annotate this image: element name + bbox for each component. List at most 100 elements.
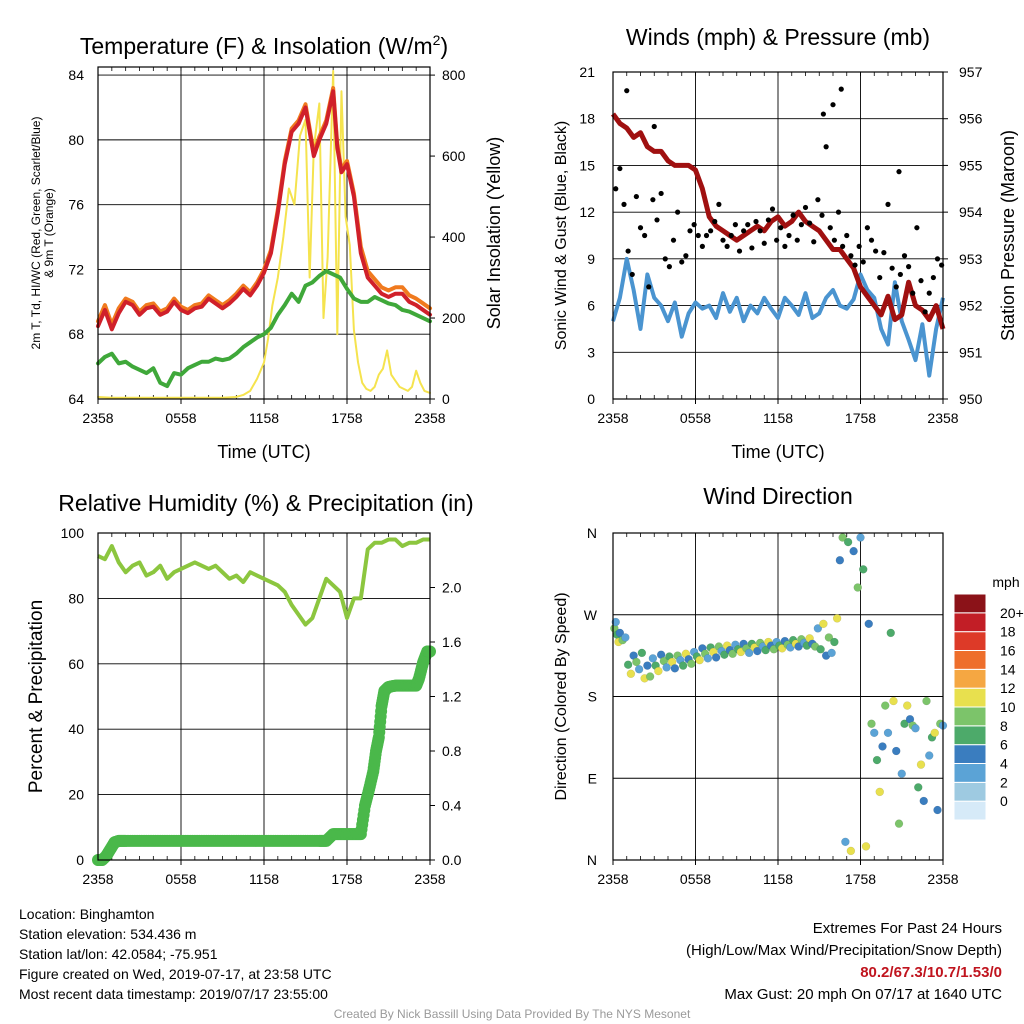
direction-point xyxy=(933,805,942,815)
gust-point xyxy=(896,169,902,175)
y2-tick-label: 953 xyxy=(959,251,983,267)
y2-tick-label: 0 xyxy=(442,391,450,407)
direction-point xyxy=(922,696,931,706)
gust-point xyxy=(930,274,936,281)
y-tick-label: 6 xyxy=(587,298,595,314)
gust-point xyxy=(687,228,693,234)
gust-point xyxy=(802,204,809,211)
direction-point xyxy=(643,661,652,670)
y-tick-label: 15 xyxy=(579,157,595,173)
direction-point xyxy=(903,701,912,710)
gust-point xyxy=(819,212,825,218)
gust-point xyxy=(624,88,630,94)
direction-point xyxy=(861,842,871,851)
y-tick-label: 76 xyxy=(68,197,84,213)
gust-point xyxy=(741,228,747,234)
gust-point xyxy=(617,165,623,172)
plot-frame xyxy=(612,71,944,400)
gust-point xyxy=(897,271,903,278)
y-tick-label: 100 xyxy=(61,525,85,541)
direction-point xyxy=(615,628,625,638)
y-axis-label: Percent & Precipitation xyxy=(26,600,47,793)
gust-point xyxy=(827,225,833,231)
gust-point xyxy=(868,237,875,243)
gust-point xyxy=(757,228,763,234)
direction-point xyxy=(897,769,906,778)
gust-point xyxy=(761,240,767,246)
y-tick-label: W xyxy=(584,607,598,623)
direction-point xyxy=(894,819,904,828)
y2-axis-label: Station Pressure (Maroon) xyxy=(998,130,1018,341)
gust-point xyxy=(807,220,813,226)
gust-point xyxy=(786,232,792,239)
series-relative-humidity xyxy=(97,537,430,627)
direction-point xyxy=(878,742,887,751)
gust-point xyxy=(782,243,788,249)
gust-point xyxy=(651,123,657,130)
direction-point xyxy=(728,649,737,659)
panel-2: 2358 0558 1158 1758 2358 0 20 40 60 80 100 0.0 0.4 0.… xyxy=(26,490,474,887)
direction-point xyxy=(761,645,770,655)
y2-tick-label: 951 xyxy=(959,344,983,360)
gust-point xyxy=(831,237,837,243)
direction-point xyxy=(919,796,928,806)
series-2m-t xyxy=(96,89,432,332)
y-tick-label: 12 xyxy=(579,204,595,220)
direction-point xyxy=(846,846,856,856)
gust-point xyxy=(724,243,730,249)
gust-point xyxy=(675,209,681,215)
y-axis-label-text: Direction (Colored By Speed) xyxy=(553,592,570,800)
y2-axis-label-text: Station Pressure (Maroon) xyxy=(998,130,1018,341)
direction-point xyxy=(843,537,853,547)
y2-tick-label: 400 xyxy=(442,229,466,245)
x-tick-label: 0558 xyxy=(165,410,196,426)
max-gust: Max Gust: 20 mph On 07/17 at 1640 UTC xyxy=(724,986,1002,1003)
direction-point xyxy=(662,663,671,672)
y2-tick-label: 954 xyxy=(959,204,983,220)
gust-point xyxy=(774,237,780,243)
extremes-values: 80.2/67.3/10.7/1.53/0 xyxy=(860,964,1002,981)
direction-point xyxy=(830,637,839,647)
gust-point xyxy=(736,248,743,254)
direction-point xyxy=(626,669,636,679)
direction-point xyxy=(867,719,876,728)
direction-point xyxy=(703,654,713,663)
gust-point xyxy=(666,264,672,270)
colorbar-swatch xyxy=(953,781,987,802)
direction-point xyxy=(813,624,823,633)
gust-point xyxy=(934,256,941,262)
extremes-panel: Extremes For Past 24 Hours (High/Low/Max… xyxy=(686,918,1002,1006)
gust-point xyxy=(703,232,710,239)
direction-point xyxy=(886,628,895,638)
direction-point xyxy=(819,619,828,629)
plot-frame xyxy=(97,66,431,400)
gust-point xyxy=(914,225,920,231)
colorbar-label: 12 xyxy=(1000,680,1016,696)
y-tick-label: 80 xyxy=(68,132,84,148)
gust-point xyxy=(823,144,829,150)
gust-point xyxy=(815,197,821,203)
chart-title: Wind Direction xyxy=(703,483,853,509)
gust-point xyxy=(856,243,862,249)
y2-tick-label: 0.4 xyxy=(442,798,462,814)
gust-point xyxy=(864,225,870,231)
direction-point xyxy=(678,661,688,670)
y2-tick-label: 2.0 xyxy=(442,580,462,596)
gust-point xyxy=(848,253,854,259)
y-tick-label: S xyxy=(588,689,597,705)
gust-point xyxy=(637,225,644,231)
gust-point xyxy=(650,197,656,203)
gust-point xyxy=(749,245,755,251)
gust-point xyxy=(844,232,850,239)
direction-point xyxy=(856,533,865,542)
gust-point xyxy=(901,253,908,259)
direction-point xyxy=(621,633,630,642)
gust-point xyxy=(830,102,836,108)
direction-point xyxy=(872,755,882,765)
direction-point xyxy=(916,760,926,769)
gust-point xyxy=(885,201,891,207)
y-tick-label: 9 xyxy=(587,251,595,267)
gust-point xyxy=(852,262,858,268)
x-tick-label: 1158 xyxy=(249,410,279,426)
